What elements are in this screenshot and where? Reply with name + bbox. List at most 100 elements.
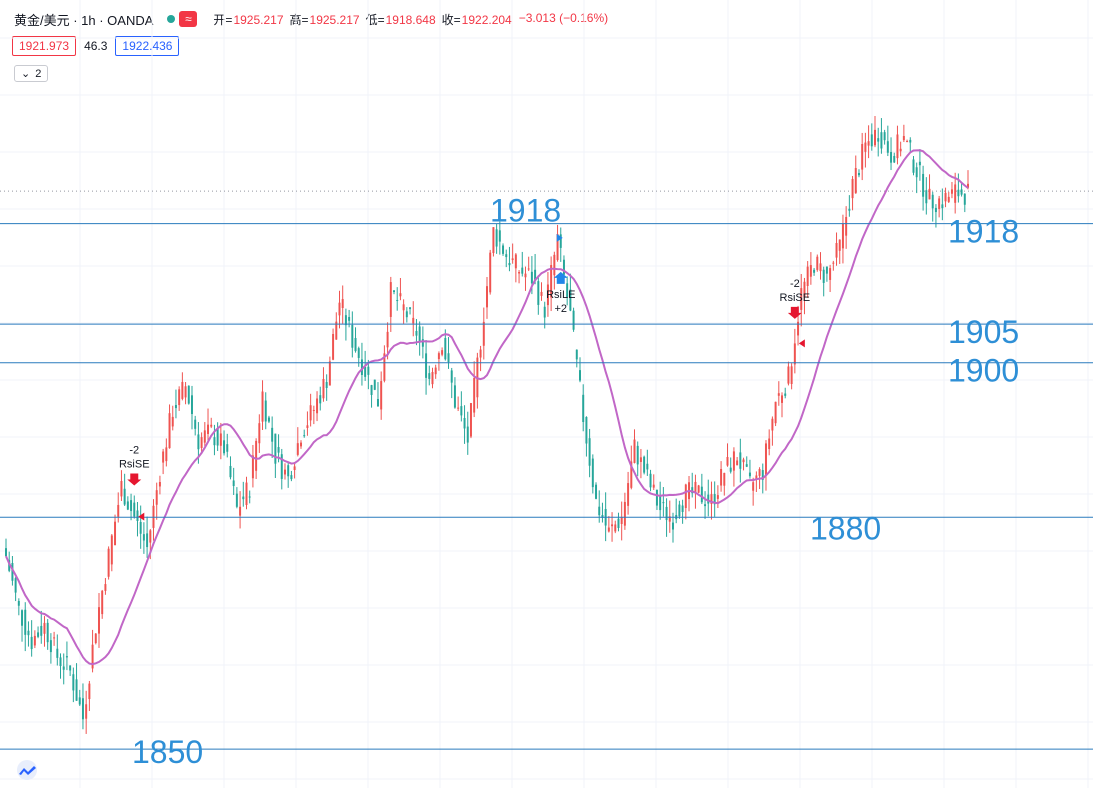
candle-body [139, 521, 142, 534]
candle-body [373, 379, 376, 390]
candle-body [867, 141, 870, 146]
level-label-1918: 1918 [948, 214, 1019, 250]
low-value: 1918.648 [385, 12, 436, 27]
candle-body [21, 610, 24, 626]
candle-body [450, 370, 453, 383]
candle-body [168, 413, 171, 449]
candle-body [524, 273, 527, 278]
candle-body [832, 262, 835, 264]
candle-body [242, 496, 245, 500]
candle-body [62, 666, 65, 670]
candle-body [457, 407, 460, 409]
tradingview-logo-icon[interactable] [14, 760, 40, 780]
candle-body [319, 395, 322, 404]
candle-body [14, 578, 17, 593]
moving-average-line [5, 149, 969, 666]
candle-body [492, 227, 495, 254]
symbol-title[interactable]: 黄金/美元 · 1h · OANDA [14, 12, 154, 28]
candle-body [171, 416, 174, 427]
signal-qty: +2 [554, 303, 567, 315]
candle-body [694, 481, 697, 493]
market-status-toggle[interactable]: ≈ [163, 10, 201, 28]
candle-body [280, 454, 283, 479]
candle-body [797, 321, 800, 336]
candle-body [261, 391, 264, 422]
candle-body [235, 493, 238, 507]
candle-body [444, 338, 447, 360]
candle-body [720, 469, 723, 486]
candle-body [207, 424, 210, 434]
indicator-count: 2 [35, 67, 42, 80]
candle-body [332, 333, 335, 360]
candle-body [97, 607, 100, 634]
candle-body [322, 378, 325, 399]
candle-body [514, 254, 517, 269]
candle-body [453, 385, 456, 408]
candle-body [950, 189, 953, 194]
collapse-indicators-button[interactable]: ⌄ 2 [14, 65, 49, 82]
candle-body [588, 438, 591, 466]
candle-body [219, 433, 222, 446]
candle-body [591, 458, 594, 488]
candle-body [556, 234, 559, 261]
signal-label: RsiLE [546, 289, 575, 301]
candle-body [848, 208, 851, 211]
level-label-1850: 1850 [132, 734, 203, 770]
candle-body [678, 504, 681, 517]
candle-body [469, 403, 472, 437]
candle-body [925, 190, 928, 204]
candle-body [158, 481, 161, 487]
candle-body [393, 290, 396, 292]
candle-body [312, 409, 315, 411]
candle-body [460, 406, 463, 416]
candle-body [745, 464, 748, 467]
bid-price-box[interactable]: 1921.973 [12, 36, 77, 56]
candle-body [521, 267, 524, 274]
candle-body [370, 385, 373, 395]
candle-body [578, 370, 581, 381]
candle-body [107, 548, 110, 577]
sell-marker-icon [798, 339, 805, 348]
candle-body [258, 423, 261, 444]
candle-body [835, 242, 838, 258]
candle-body [101, 590, 104, 615]
candle-body [431, 371, 434, 385]
level-label-1905: 1905 [948, 314, 1019, 350]
candle-body [72, 674, 75, 691]
candle-body [870, 134, 873, 147]
candle-body [967, 183, 969, 188]
candle-body [441, 350, 444, 355]
candle-body [463, 417, 466, 429]
candle-body [75, 679, 78, 701]
candle-body [582, 394, 585, 423]
candle-body [518, 272, 521, 274]
candle-body [713, 494, 716, 505]
high-value: 1925.217 [309, 12, 360, 27]
candle-body [899, 148, 902, 152]
candle-body [922, 173, 925, 197]
candle-body [511, 258, 514, 261]
candle-body [668, 516, 671, 522]
candle-body [30, 636, 33, 650]
buy-arrow-icon [553, 271, 568, 284]
candle-body [194, 419, 197, 429]
candle-body [415, 330, 418, 336]
high-label: 高= [289, 12, 309, 27]
candle-body [803, 281, 806, 298]
candle-body [389, 282, 392, 317]
open-value: 1925.217 [233, 12, 284, 27]
open-label: 开= [213, 12, 233, 27]
candle-body [412, 317, 415, 324]
candle-body [598, 506, 601, 516]
ask-price-box[interactable]: 1922.436 [115, 36, 180, 56]
candle-body [896, 134, 899, 159]
candle-body [543, 306, 546, 318]
candle-body [902, 136, 905, 141]
candle-body [540, 291, 543, 296]
candle-body [575, 349, 578, 360]
candle-body [809, 265, 812, 277]
candle-body [213, 437, 216, 446]
candle-body [864, 142, 867, 152]
candle-body [829, 268, 832, 280]
